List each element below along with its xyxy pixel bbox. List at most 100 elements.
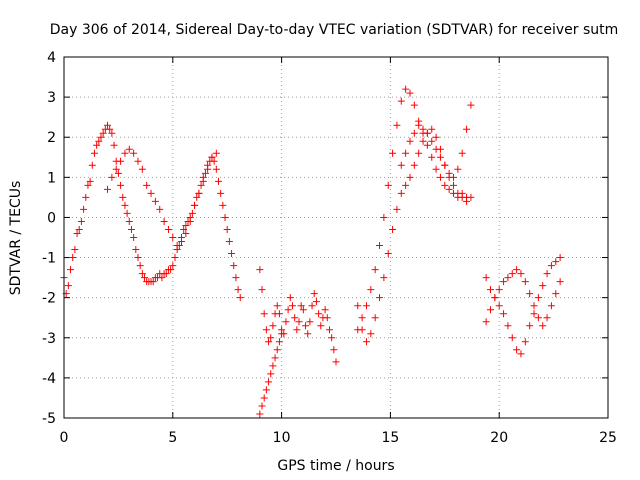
plot-frame: [63, 56, 609, 419]
data-point: [151, 197, 159, 205]
data-point: [406, 89, 414, 97]
data-point: [82, 193, 90, 201]
data-point: [221, 213, 229, 221]
data-series: [354, 85, 475, 334]
data-point: [134, 254, 142, 262]
axis-ticks: 0 5 10 15 20 25 -5 -4 -3 -2 -1 0 1 2 3 4: [42, 50, 617, 446]
data-point: [262, 386, 270, 394]
data-point: [526, 322, 534, 330]
data-point: [521, 338, 529, 346]
data-point: [543, 270, 551, 278]
x-axis-label: GPS time / hours: [277, 458, 394, 474]
data-point: [384, 181, 392, 189]
data-point: [432, 145, 440, 153]
data-point: [358, 326, 366, 334]
data-point: [530, 302, 538, 310]
data-point: [125, 217, 133, 225]
data-marks: [60, 85, 564, 418]
data-point: [389, 149, 397, 157]
data-point: [436, 153, 444, 161]
data-point: [454, 165, 462, 173]
data-point: [217, 189, 225, 197]
data-point: [308, 302, 316, 310]
data-point: [269, 362, 277, 370]
data-point: [121, 201, 129, 209]
data-point: [71, 246, 79, 254]
data-point: [495, 302, 503, 310]
data-point: [269, 322, 277, 330]
data-point: [273, 302, 281, 310]
data-point: [441, 181, 449, 189]
data-point: [282, 318, 290, 326]
data-point: [204, 165, 212, 173]
data-point: [463, 197, 471, 205]
data-point: [275, 310, 283, 318]
data-point: [539, 322, 547, 330]
data-point: [376, 242, 384, 250]
data-point: [265, 378, 273, 386]
data-point: [212, 165, 220, 173]
data-point: [162, 270, 170, 278]
data-point: [186, 217, 194, 225]
data-point: [406, 173, 414, 181]
data-point: [410, 101, 418, 109]
data-point: [156, 205, 164, 213]
data-point: [256, 410, 264, 418]
data-point: [543, 314, 551, 322]
data-point: [315, 310, 323, 318]
data-point: [450, 173, 458, 181]
data-point: [121, 149, 129, 157]
data-point: [423, 129, 431, 137]
data-point: [106, 125, 114, 133]
data-point: [393, 121, 401, 129]
data-series: [482, 266, 564, 330]
data-point: [188, 209, 196, 217]
data-series: [256, 330, 286, 418]
data-point: [260, 310, 268, 318]
data-point: [508, 270, 516, 278]
y-tick-label: -2: [42, 291, 56, 307]
data-point: [415, 149, 423, 157]
data-series: [354, 125, 471, 346]
data-point: [273, 346, 281, 354]
grid-lines: [64, 57, 608, 418]
x-tick-label: 0: [60, 430, 69, 446]
data-point: [330, 346, 338, 354]
data-point: [230, 262, 238, 270]
data-point: [397, 161, 405, 169]
y-tick-label: -4: [42, 371, 56, 387]
data-point: [402, 85, 410, 93]
data-point: [371, 314, 379, 322]
data-point: [504, 274, 512, 282]
data-point: [495, 286, 503, 294]
data-point: [432, 165, 440, 173]
data-point: [402, 149, 410, 157]
data-point: [539, 282, 547, 290]
data-point: [500, 278, 508, 286]
data-point: [526, 290, 534, 298]
data-point: [402, 181, 410, 189]
data-point: [108, 129, 116, 137]
data-point: [397, 189, 405, 197]
data-point: [104, 121, 112, 129]
data-point: [164, 225, 172, 233]
data-point: [432, 133, 440, 141]
y-tick-label: 3: [47, 90, 56, 106]
data-point: [167, 266, 175, 274]
data-point: [371, 266, 379, 274]
data-point: [262, 326, 270, 334]
data-point: [428, 153, 436, 161]
data-point: [267, 370, 275, 378]
data-point: [482, 274, 490, 282]
data-point: [376, 294, 384, 302]
data-point: [547, 302, 555, 310]
x-tick-label: 5: [168, 430, 177, 446]
data-point: [467, 193, 475, 201]
data-point: [547, 262, 555, 270]
data-point: [182, 229, 190, 237]
data-point: [158, 274, 166, 282]
data-point: [534, 314, 542, 322]
y-tick-label: 0: [47, 210, 56, 226]
data-point: [147, 189, 155, 197]
data-point: [310, 290, 318, 298]
